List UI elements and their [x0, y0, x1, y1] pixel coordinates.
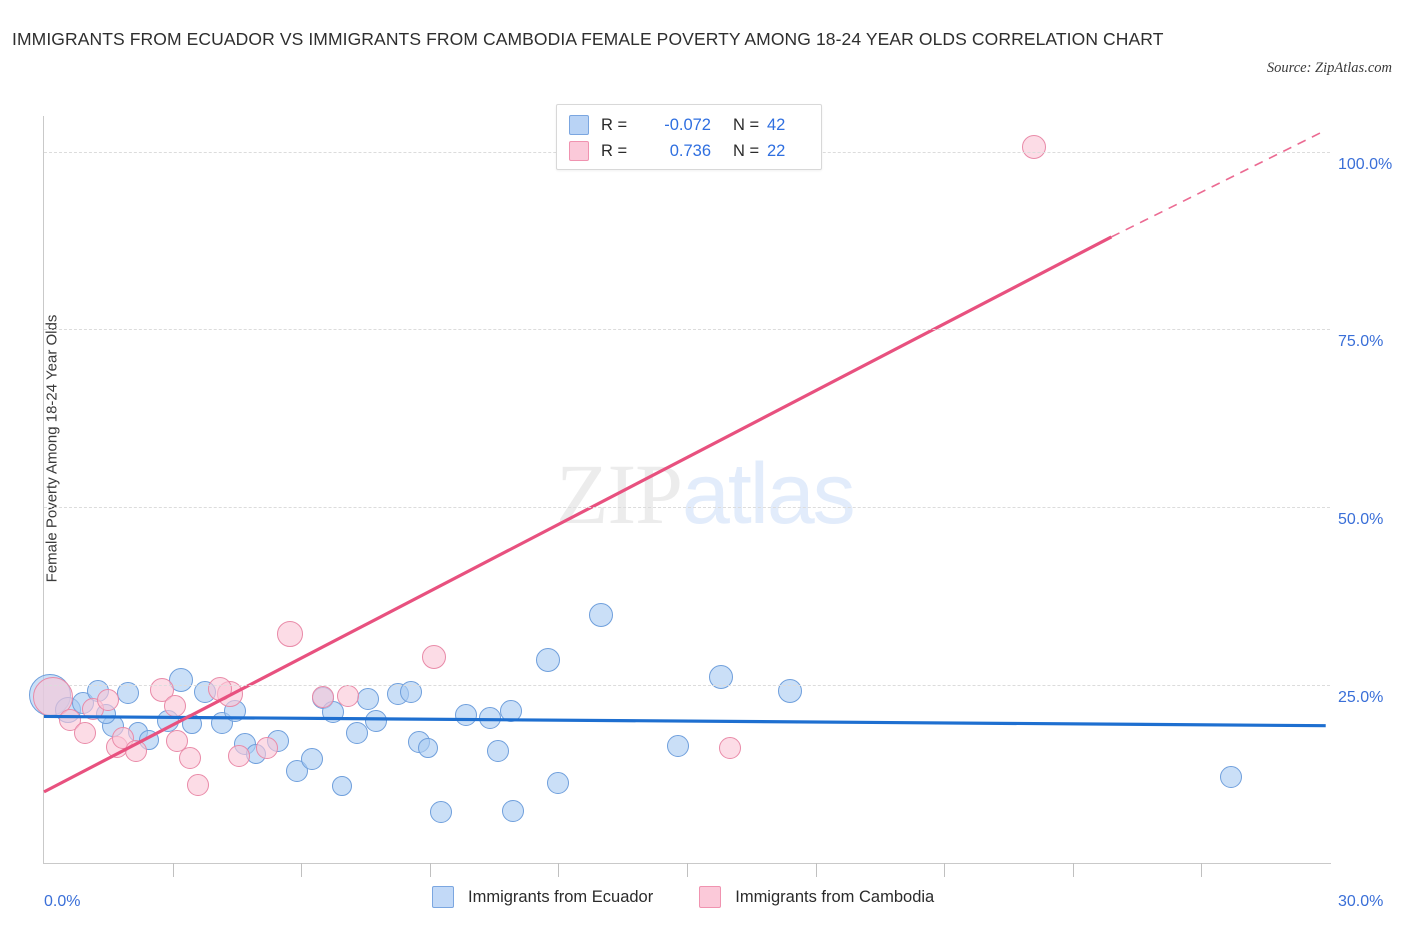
y-axis-tick-label: 25.0%	[1338, 689, 1384, 707]
n-label-cambodia: N =	[733, 141, 760, 160]
legend-swatch-cambodia-icon	[699, 886, 722, 908]
r-value-ecuador: -0.072	[664, 115, 711, 134]
legend-item-cambodia[interactable]: Immigrants from Cambodia	[699, 886, 934, 908]
x-axis-tick	[1201, 863, 1203, 877]
scatter-point[interactable]	[97, 689, 120, 712]
scatter-point[interactable]	[228, 745, 251, 768]
n-value-cambodia: 22	[767, 141, 786, 160]
scatter-point[interactable]	[718, 736, 741, 759]
y-axis-tick-label: 100.0%	[1338, 155, 1393, 173]
scatter-point[interactable]	[417, 737, 438, 758]
source-label: Source: ZipAtlas.com	[1266, 60, 1392, 76]
series-swatch-cambodia-icon	[569, 141, 589, 161]
x-axis-tick	[815, 863, 817, 877]
trend-line	[43, 714, 1326, 728]
n-label-ecuador: N =	[733, 115, 760, 134]
scatter-point[interactable]	[777, 678, 802, 703]
gridline	[44, 329, 1330, 331]
scatter-point[interactable]	[331, 776, 352, 797]
scatter-point[interactable]	[667, 735, 690, 758]
scatter-point[interactable]	[187, 773, 210, 796]
x-axis-tick	[558, 863, 560, 877]
y-axis-tick-label: 75.0%	[1338, 333, 1384, 351]
scatter-point[interactable]	[1220, 765, 1243, 788]
x-axis-label-min: 0.0%	[44, 893, 81, 910]
scatter-point[interactable]	[149, 678, 174, 703]
scatter-point[interactable]	[535, 647, 560, 672]
scatter-point[interactable]	[300, 748, 323, 771]
gridline	[44, 507, 1330, 509]
x-axis-tick	[1072, 863, 1074, 877]
correlation-row-ecuador: R = -0.072 N = 42	[569, 111, 785, 139]
scatter-point[interactable]	[311, 686, 334, 709]
scatter-point[interactable]	[589, 602, 614, 627]
scatter-point[interactable]	[502, 800, 525, 823]
legend-label-cambodia: Immigrants from Cambodia	[735, 887, 935, 906]
x-axis-tick	[172, 863, 174, 877]
scatter-point[interactable]	[365, 709, 388, 732]
x-axis-tick	[301, 863, 303, 877]
plot-area	[29, 116, 1330, 862]
scatter-point[interactable]	[487, 739, 510, 762]
gridline	[44, 685, 1330, 687]
trend-line	[43, 235, 1113, 794]
r-label-ecuador: R =	[601, 115, 628, 134]
y-axis-tick-label: 50.0%	[1338, 511, 1384, 529]
r-value-cambodia: 0.736	[669, 141, 711, 160]
series-legend: Immigrants from Ecuador Immigrants from …	[432, 886, 980, 908]
scatter-point[interactable]	[547, 772, 570, 795]
n-value-ecuador: 42	[767, 115, 786, 134]
legend-swatch-ecuador-icon	[432, 886, 454, 908]
x-axis-tick	[944, 863, 946, 877]
correlation-legend: R = -0.072 N = 42 R = 0.736 N = 22	[556, 104, 822, 170]
series-swatch-ecuador-icon	[569, 115, 589, 135]
scatter-point[interactable]	[73, 721, 96, 744]
legend-item-ecuador[interactable]: Immigrants from Ecuador	[432, 886, 653, 908]
r-label-cambodia: R =	[601, 141, 628, 160]
x-axis-tick	[687, 863, 688, 877]
scatter-point[interactable]	[178, 746, 201, 769]
scatter-point[interactable]	[165, 730, 188, 753]
scatter-point[interactable]	[1022, 135, 1047, 160]
scatter-point[interactable]	[255, 736, 278, 759]
scatter-point[interactable]	[345, 721, 368, 744]
scatter-point[interactable]	[429, 801, 452, 824]
scatter-point[interactable]	[500, 700, 523, 723]
correlation-row-cambodia: R = 0.736 N = 22	[569, 137, 785, 165]
y-axis-line	[43, 116, 44, 864]
scatter-point[interactable]	[478, 706, 501, 729]
trend-line-projection	[1111, 129, 1327, 238]
x-axis-tick	[429, 863, 431, 877]
page-title: IMMIGRANTS FROM ECUADOR VS IMMIGRANTS FR…	[12, 29, 1164, 49]
scatter-point[interactable]	[709, 664, 734, 689]
scatter-point[interactable]	[422, 644, 447, 669]
scatter-point[interactable]	[277, 620, 304, 647]
x-axis-label-max: 30.0%	[1338, 893, 1384, 910]
legend-label-ecuador: Immigrants from Ecuador	[468, 887, 654, 906]
